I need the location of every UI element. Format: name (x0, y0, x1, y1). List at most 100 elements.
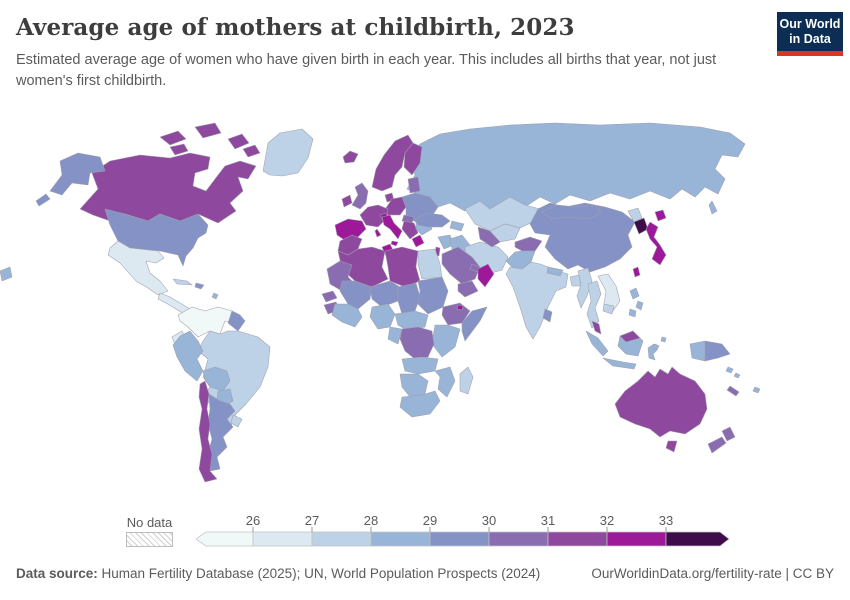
legend-segment-31-32[interactable] (547, 531, 608, 547)
country-afghanistan[interactable] (514, 236, 543, 252)
legend-segment-29-30[interactable] (429, 531, 490, 547)
country-cambodia[interactable] (602, 303, 615, 315)
country-hispaniola[interactable] (194, 282, 205, 290)
legend-tick-label: 32 (600, 514, 614, 528)
legend-tick-label: 28 (364, 514, 378, 528)
country-chad[interactable] (397, 282, 421, 315)
country-indonesia-java[interactable] (602, 357, 637, 370)
legend-segment-28-29[interactable] (370, 531, 431, 547)
country-nepal[interactable] (546, 266, 564, 277)
country-drc[interactable] (399, 326, 435, 360)
country-myanmar[interactable] (576, 267, 593, 309)
country-algeria[interactable] (337, 246, 389, 288)
chart-subtitle: Estimated average age of women who have … (16, 52, 717, 89)
country-russia-wrap[interactable] (0, 266, 13, 282)
legend-segment->33[interactable] (665, 531, 730, 547)
country-west-africa[interactable] (331, 303, 363, 328)
owid-logo[interactable]: Our World in Data (777, 12, 843, 56)
country-oman[interactable] (477, 263, 495, 288)
country-new-zealand[interactable] (707, 426, 736, 454)
country-iceland[interactable] (342, 150, 359, 164)
country-malaysia-borneo[interactable] (619, 330, 641, 343)
legend-segment-27-28[interactable] (311, 531, 372, 547)
chart-footer: Data source: Human Fertility Database (2… (16, 566, 834, 581)
country-north-korea[interactable] (627, 207, 643, 223)
country-guyanas[interactable] (227, 310, 246, 332)
country-france[interactable] (359, 204, 389, 228)
country-solomon-islands[interactable] (725, 366, 741, 379)
country-uruguay[interactable] (230, 414, 243, 428)
country-lesser-antilles[interactable] (211, 292, 219, 300)
country-congo-gabon[interactable] (387, 326, 403, 345)
country-greece[interactable] (411, 234, 425, 248)
country-germany-central-europe[interactable] (383, 196, 407, 216)
legend-tick-label: 27 (305, 514, 319, 528)
owid-link[interactable]: OurWorldinData.org/fertility-rate | CC B… (591, 566, 834, 581)
country-cameroon-car[interactable] (394, 310, 429, 332)
no-data-label: No data (126, 515, 173, 530)
country-vietnam-laos[interactable] (597, 273, 621, 312)
country-italy[interactable] (374, 214, 403, 247)
country-malaysia[interactable] (591, 320, 602, 335)
legend-segment-32-33[interactable] (606, 531, 667, 547)
legend-segment-30-31[interactable] (488, 531, 549, 547)
country-moluccas[interactable] (652, 336, 667, 351)
country-russia[interactable] (406, 122, 746, 212)
country-fiji[interactable] (752, 386, 761, 394)
country-spain-portugal[interactable] (334, 218, 367, 242)
country-mongolia[interactable] (541, 204, 602, 220)
owid-logo-line2: in Data (789, 31, 831, 46)
country-philippines[interactable] (628, 287, 644, 318)
country-argentina[interactable] (207, 393, 236, 472)
country-caucasus[interactable] (449, 220, 465, 232)
country-india[interactable] (505, 261, 569, 340)
legend-tick-label: 26 (246, 514, 260, 528)
country-south-africa[interactable] (399, 390, 441, 418)
no-data-swatch[interactable] (126, 532, 173, 547)
country-nigeria[interactable] (369, 303, 396, 330)
legend-tick-label: 31 (541, 514, 555, 528)
country-uzbekistan-turkmenistan[interactable] (477, 226, 501, 248)
country-uk[interactable] (351, 182, 369, 210)
legend-segment-26-27[interactable] (252, 531, 313, 547)
country-greenland[interactable] (262, 128, 314, 177)
country-japan[interactable] (645, 209, 667, 266)
country-canada-islands[interactable] (159, 122, 261, 158)
country-bolivia[interactable] (202, 366, 231, 392)
legend-color-bar: 26 27 28 29 30 31 32 33 (196, 514, 730, 547)
country-australia[interactable] (614, 366, 708, 438)
country-mexico[interactable] (107, 240, 169, 296)
legend-segment-<26[interactable] (196, 531, 254, 547)
legend-tick-label: 33 (659, 514, 673, 528)
country-ireland[interactable] (341, 194, 353, 208)
country-kenya-tanzania[interactable] (431, 324, 461, 358)
country-indonesia-sumatra[interactable] (585, 330, 609, 357)
country-sudan[interactable] (417, 276, 449, 315)
country-sakhalin[interactable] (708, 200, 718, 215)
country-yemen[interactable] (457, 280, 479, 298)
country-djibouti[interactable] (456, 304, 464, 311)
country-angola-zambia[interactable] (401, 356, 439, 375)
country-finland[interactable] (403, 142, 423, 176)
country-madagascar[interactable] (459, 366, 474, 395)
country-turkey[interactable] (414, 212, 451, 228)
country-cuba[interactable] (172, 278, 193, 286)
country-baltics[interactable] (407, 176, 421, 194)
country-saudi-arabia[interactable] (441, 246, 481, 285)
country-somalia[interactable] (461, 306, 488, 342)
country-tasmania[interactable] (665, 440, 678, 453)
country-thailand[interactable] (586, 280, 602, 329)
country-chile[interactable] (198, 380, 218, 483)
country-indonesian-papua[interactable] (689, 340, 706, 362)
country-balkans[interactable] (401, 220, 419, 240)
owid-logo-line1: Our World (779, 16, 841, 31)
country-sri-lanka[interactable] (542, 308, 553, 323)
country-taiwan[interactable] (632, 266, 641, 278)
country-papua-new-guinea[interactable] (704, 340, 731, 362)
data-source: Data source: Human Fertility Database (2… (16, 566, 540, 581)
country-new-caledonia[interactable] (726, 385, 740, 397)
country-namibia-botswana[interactable] (399, 373, 429, 398)
country-alaska[interactable] (35, 152, 106, 207)
country-mali[interactable] (339, 280, 373, 310)
country-mozambique-zimbabwe[interactable] (434, 366, 456, 398)
